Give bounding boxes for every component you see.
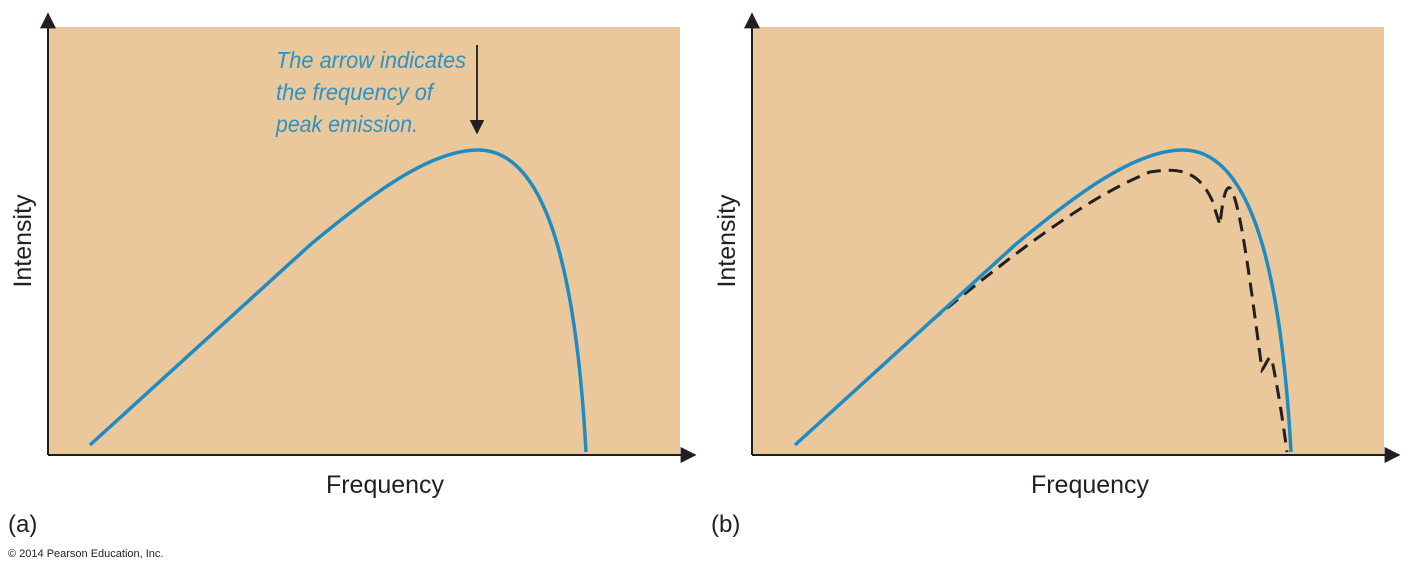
spectrum-curve [793,148,1293,453]
copyright: © 2014 Pearson Education, Inc. [8,548,163,560]
plot-area [752,27,1384,455]
plot-area [48,27,680,455]
panel-b: Intensity Frequency (b) [711,12,1401,538]
annotation-line: peak emission. [275,111,418,137]
x-axis-label: Frequency [1031,471,1150,499]
x-axis-label: Frequency [326,471,445,499]
panel-a: The arrow indicates the frequency of pea… [8,12,697,538]
y-axis-label: Intensity [9,194,37,288]
panel-label: (b) [711,511,740,538]
spectrum-curve [88,148,588,453]
annotation-line: the frequency of [276,79,435,105]
annotation-line: The arrow indicates [276,47,466,73]
measured-spectrum [929,168,1289,453]
panel-label: (a) [8,511,37,538]
y-axis-label: Intensity [713,194,741,288]
